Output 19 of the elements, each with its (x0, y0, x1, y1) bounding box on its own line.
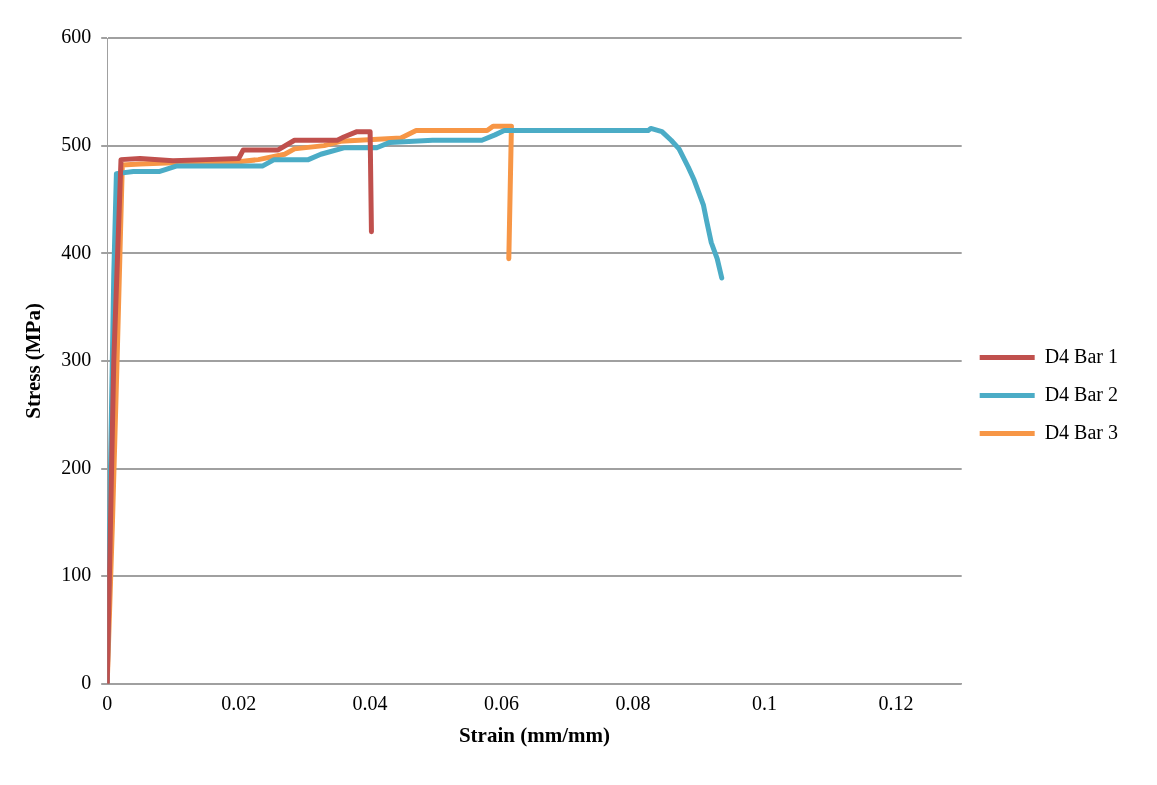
x-tick-label: 0.02 (221, 692, 257, 715)
y-tick-label: 100 (61, 563, 92, 586)
y-tick-label: 400 (61, 240, 92, 263)
y-tick-label: 600 (61, 25, 92, 48)
y-tick-label: 500 (61, 132, 92, 155)
x-tick-label: 0 (102, 692, 113, 715)
x-tick-label: 0.1 (751, 692, 777, 715)
legend-label: D4 Bar 1 (1044, 344, 1119, 367)
x-tick-label: 0.06 (484, 692, 520, 715)
y-tick-label: 200 (61, 455, 92, 478)
x-tick-label: 0.04 (352, 692, 388, 715)
x-tick-label: 0.12 (878, 692, 914, 715)
y-tick-label: 300 (61, 348, 92, 371)
x-tick-label: 0.08 (615, 692, 651, 715)
y-axis-title: Stress (MPa) (21, 303, 46, 419)
legend-label: D4 Bar 3 (1044, 420, 1119, 443)
legend-label: D4 Bar 2 (1044, 382, 1119, 405)
y-tick-label: 0 (81, 671, 92, 694)
x-axis-title: Strain (mm/mm) (458, 722, 610, 747)
